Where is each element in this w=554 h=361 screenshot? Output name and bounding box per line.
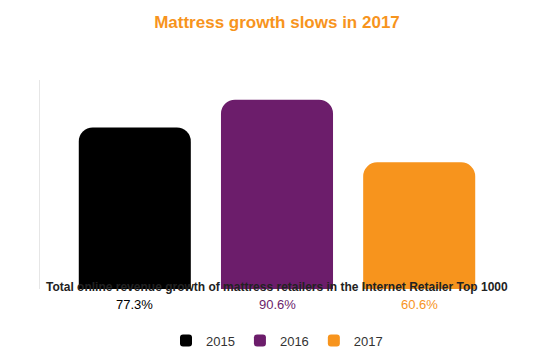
- svg-text:2015: 2015: [206, 334, 235, 349]
- svg-text:Mattress growth slows in 2017: Mattress growth slows in 2017: [154, 13, 400, 32]
- svg-text:2017: 2017: [354, 334, 383, 349]
- svg-text:90.6%: 90.6%: [259, 297, 296, 312]
- svg-text:77.3%: 77.3%: [116, 297, 153, 312]
- svg-text:2016: 2016: [280, 334, 309, 349]
- svg-text:Total online revenue growth of: Total online revenue growth of mattress …: [46, 280, 508, 294]
- svg-text:60.6%: 60.6%: [401, 297, 438, 312]
